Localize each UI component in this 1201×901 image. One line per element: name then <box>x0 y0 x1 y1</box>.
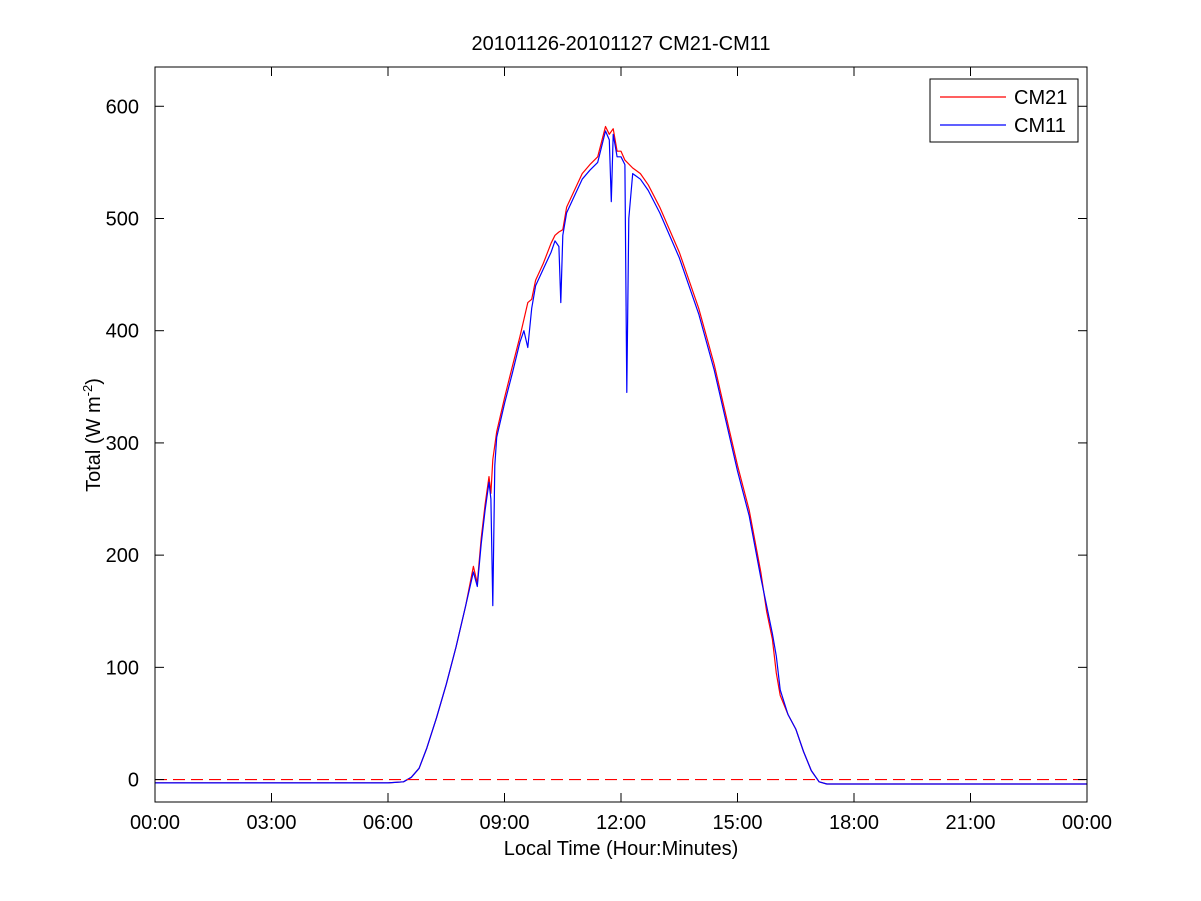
x-tick-label: 18:00 <box>829 812 879 834</box>
y-axis-label-main: Total (W m <box>83 396 105 492</box>
x-axis-label: Local Time (Hour:Minutes) <box>504 838 739 860</box>
series-layer <box>155 125 1087 785</box>
plot-area: 00:00 03:00 06:00 09:00 12:00 15:00 18:00 21:00… <box>106 66 1112 834</box>
x-tick-label: 21:00 <box>945 812 995 834</box>
y-tick-label: 0 <box>128 770 139 792</box>
y-tick-label: 300 <box>106 433 139 455</box>
x-tick-label: 12:00 <box>596 812 646 834</box>
legend-label-cm21: CM21 <box>1014 87 1067 109</box>
x-tick-label: 09:00 <box>479 812 529 834</box>
y-tick-label: 600 <box>106 96 139 118</box>
legend: CM21 CM11 <box>929 78 1079 143</box>
x-tick-label: 15:00 <box>712 812 762 834</box>
x-tick-label: 06:00 <box>363 812 413 834</box>
series-line-cm11 <box>155 130 1087 785</box>
x-tick-label: 03:00 <box>246 812 296 834</box>
plot-background <box>155 67 1087 802</box>
x-tick-label: 00:00 <box>130 812 180 834</box>
plot-frame <box>154 66 1088 803</box>
ticks-layer: 00:00 03:00 06:00 09:00 12:00 15:00 18:00 21:00… <box>106 67 1112 834</box>
y-axis-label-close: ) <box>83 378 105 385</box>
legend-box <box>929 78 1079 143</box>
x-tick-label: 00:00 <box>1062 812 1112 834</box>
y-tick-label: 200 <box>106 545 139 567</box>
y-tick-label: 400 <box>106 321 139 343</box>
y-axis-label-superscript: -2 <box>80 385 95 397</box>
y-tick-label: 100 <box>106 657 139 679</box>
y-axis-label: Total (W m-2) <box>80 378 105 492</box>
y-tick-label: 500 <box>106 208 139 230</box>
legend-label-cm11: CM11 <box>1014 115 1066 137</box>
chart-title: 20101126-20101127 CM21-CM11 <box>471 33 770 55</box>
